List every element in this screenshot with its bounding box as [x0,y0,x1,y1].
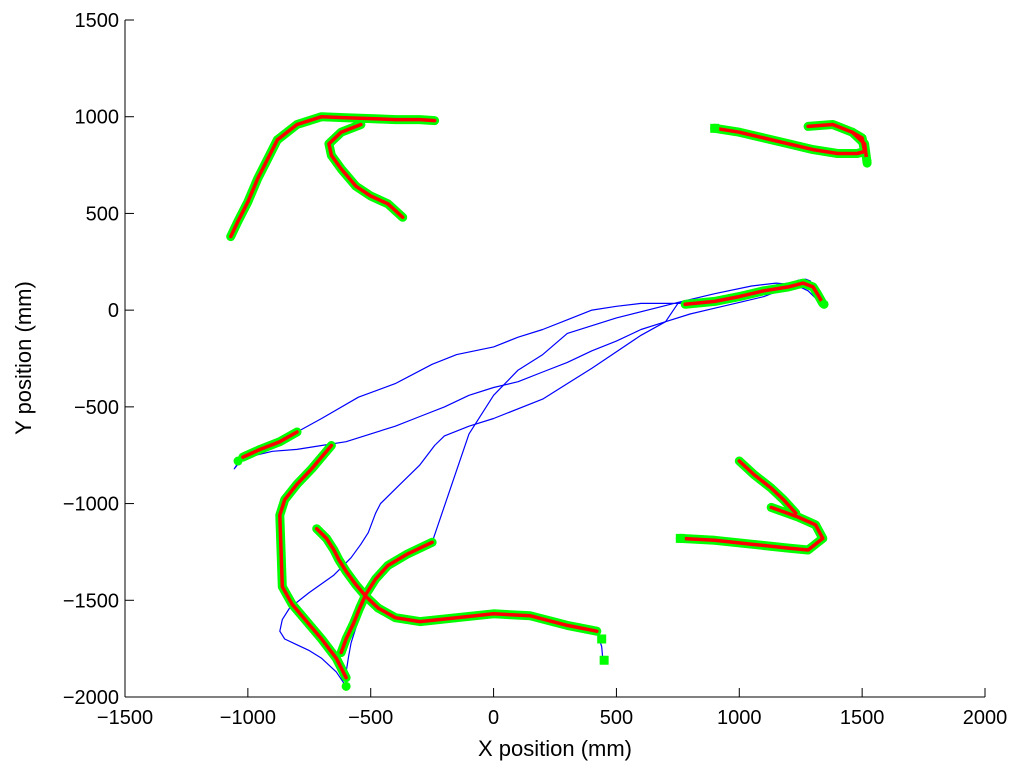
highlight-line-11 [228,138,280,239]
x-tick-label: 1500 [840,707,885,729]
marker-square-2 [597,634,607,644]
marker-square-1 [599,655,609,665]
x-tick-label: −1500 [97,707,153,729]
y-tick-label: 1000 [75,107,120,129]
x-tick-label: 2000 [963,707,1008,729]
marker-circle-6 [819,299,829,309]
highlight-line-2 [339,540,434,655]
x-tick-label: 1000 [717,707,762,729]
marker-square-3 [675,533,685,543]
x-tick-label: −1000 [220,707,276,729]
highlight-line-7 [683,281,825,307]
highlight-line-0 [376,606,599,633]
highlight-line-10 [275,114,437,142]
plot-area [226,112,872,691]
highlight-line-3 [278,443,348,680]
x-tick-label: 500 [600,707,633,729]
x-axis-label: X position (mm) [478,736,632,761]
path-segment-1 [279,302,679,688]
highlight-line-12 [327,122,405,220]
highlight-line-6 [737,459,798,515]
highlight-line-9 [806,122,869,165]
y-tick-label: −1000 [63,494,119,516]
y-tick-label: −2000 [63,687,119,709]
y-axis-label: Y position (mm) [11,281,36,435]
marker-circle-5 [862,156,872,166]
marker-circle-0 [341,681,351,691]
marker-circle-7 [233,456,243,466]
x-tick-label: 0 [488,707,499,729]
marker-square-4 [710,123,720,133]
highlight-line-5 [678,505,825,552]
y-tick-label: 1500 [75,10,120,32]
x-tick-label: −500 [348,707,393,729]
y-tick-label: −500 [74,397,119,419]
y-tick-label: −1500 [63,590,119,612]
y-tick-label: 0 [108,300,119,322]
axes: −1500 −1000 −500 0 500 1000 1500 2000−2000−1500… [63,10,1007,729]
y-tick-label: 500 [86,203,119,225]
highlight-line-4 [241,430,299,459]
